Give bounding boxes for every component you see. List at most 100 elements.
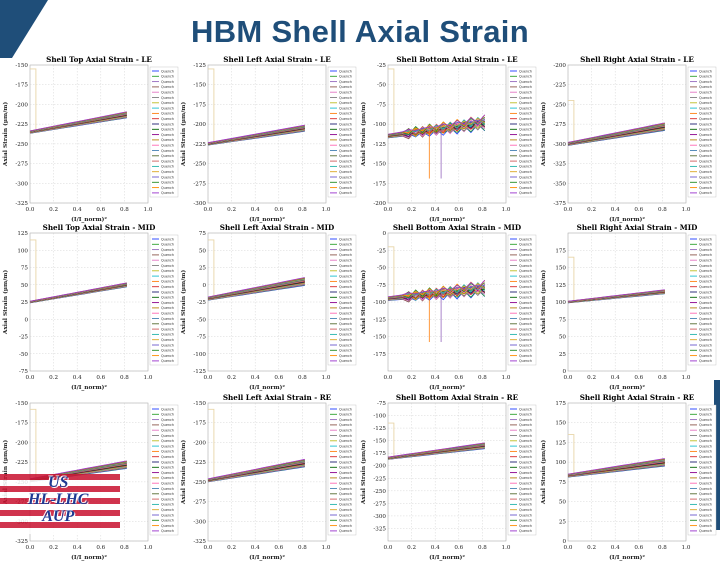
legend-label: Quench (519, 259, 532, 263)
x-tick-label: 0.2 (227, 375, 236, 381)
chart-svg: Shell Bottom Axial Strain - MID 0.0 0.2 0.4… (360, 223, 537, 391)
x-tick-label: 0.4 (251, 207, 260, 213)
y-tick-label: 75 (21, 266, 29, 272)
x-tick-label: 0.0 (564, 207, 573, 213)
y-axis-label: Axial Strain (μm/m) (2, 102, 9, 168)
legend-label: Quench (519, 429, 532, 433)
legend-label: Quench (519, 69, 532, 73)
legend-label: Quench (519, 519, 532, 523)
y-tick-label: -200 (193, 122, 206, 128)
legend-label: Quench (161, 359, 174, 363)
x-tick-label: 0.4 (73, 375, 82, 381)
legend-label: Quench (339, 69, 352, 73)
chart-svg: Shell Right Axial Strain - RE 0.0 0.2 0.4 0.… (540, 393, 717, 561)
legend-label: Quench (339, 149, 352, 153)
y-tick-label: -325 (553, 162, 566, 168)
chart-svg: Shell Right Axial Strain - LE 0.0 0.2 0.4 0.… (540, 55, 717, 223)
x-tick-label: 0.0 (564, 375, 573, 381)
y-axis-label: Axial Strain (μm/m) (180, 270, 187, 336)
y-tick-label: -100 (373, 300, 386, 306)
legend-label: Quench (519, 322, 532, 326)
legend-label: Quench (161, 290, 174, 294)
legend-label: Quench (699, 290, 712, 294)
legend-label: Quench (699, 133, 712, 137)
series-spike (208, 68, 215, 144)
legend-label: Quench (699, 149, 712, 153)
legend-label: Quench (339, 359, 352, 363)
legend-label: Quench (339, 497, 352, 501)
legend-label: Quench (339, 423, 352, 427)
legend-label: Quench (339, 259, 352, 263)
x-tick-label: 0.6 (274, 207, 283, 213)
legend-label: Quench (339, 269, 352, 273)
x-tick-label: 0.6 (274, 375, 283, 381)
x-tick-label: 1.0 (322, 545, 331, 551)
y-tick-label: -125 (373, 317, 386, 323)
chart-panel: Shell Left Axial Strain - MID 0.0 0.2 0.4 0.… (178, 223, 358, 393)
legend-label: Quench (339, 407, 352, 411)
plot-area (387, 402, 507, 542)
x-tick-label: 0.4 (431, 545, 440, 551)
legend-label: Quench (699, 106, 712, 110)
legend-label: Quench (161, 243, 174, 247)
slide-title: HBM Shell Axial Strain (191, 14, 529, 49)
y-tick-label: -175 (15, 421, 28, 427)
chart-title: Shell Top Axial Strain - MID (43, 223, 156, 232)
legend-label: Quench (161, 75, 174, 79)
legend-label: Quench (339, 170, 352, 174)
legend-label: Quench (339, 413, 352, 417)
legend-label: Quench (339, 343, 352, 347)
legend-label: Quench (699, 253, 712, 257)
legend-label: Quench (161, 106, 174, 110)
legend-label: Quench (339, 306, 352, 310)
y-tick-label: -225 (15, 122, 28, 128)
legend-label: Quench (339, 165, 352, 169)
legend-label: Quench (699, 301, 712, 305)
chart-title: Shell Left Axial Strain - RE (223, 393, 332, 402)
x-axis-label: (I/I_norm)² (249, 384, 285, 391)
legend-label: Quench (161, 513, 174, 517)
legend-label: Quench (699, 80, 712, 84)
x-axis-label: (I/I_norm)² (71, 216, 107, 223)
legend-label: Quench (519, 487, 532, 491)
legend-label: Quench (339, 181, 352, 185)
y-tick-label: -200 (553, 63, 566, 69)
legend-label: Quench (161, 312, 174, 316)
legend-label: Quench (339, 133, 352, 137)
legend-label: Quench (519, 529, 532, 533)
legend-label: Quench (339, 471, 352, 475)
legend-box (687, 66, 717, 198)
legend-label: Quench (699, 69, 712, 73)
x-tick-label: 0.6 (96, 545, 105, 551)
logo-text: US HL-LHC AUP (28, 474, 88, 525)
legend-label: Quench (699, 322, 712, 326)
y-tick-label: -150 (373, 439, 386, 445)
legend-label: Quench (519, 191, 532, 195)
legend-label: Quench (699, 159, 712, 163)
legend-label: Quench (339, 85, 352, 89)
y-tick-label: -175 (373, 352, 386, 358)
logo-line-1: US (47, 474, 69, 491)
series-spike (568, 434, 575, 476)
legend-label: Quench (161, 322, 174, 326)
legend-label: Quench (161, 444, 174, 448)
y-tick-label: -50 (19, 352, 28, 358)
legend-label: Quench (339, 524, 352, 528)
series-spike (388, 246, 395, 299)
x-tick-label: 0.6 (96, 207, 105, 213)
legend-label: Quench (339, 243, 352, 247)
legend-label: Quench (519, 497, 532, 501)
legend-label: Quench (699, 91, 712, 95)
y-tick-label: 25 (559, 519, 567, 525)
legend-label: Quench (339, 312, 352, 316)
x-tick-label: 0.8 (120, 545, 129, 551)
legend-label: Quench (699, 407, 712, 411)
legend-label: Quench (519, 253, 532, 257)
legend-label: Quench (161, 482, 174, 486)
legend-label: Quench (699, 274, 712, 278)
x-axis-label: (I/I_norm)² (609, 216, 645, 223)
y-tick-label: -300 (15, 181, 28, 187)
series-spike (30, 408, 37, 481)
legend-label: Quench (161, 508, 174, 512)
x-tick-label: 0.0 (564, 545, 573, 551)
